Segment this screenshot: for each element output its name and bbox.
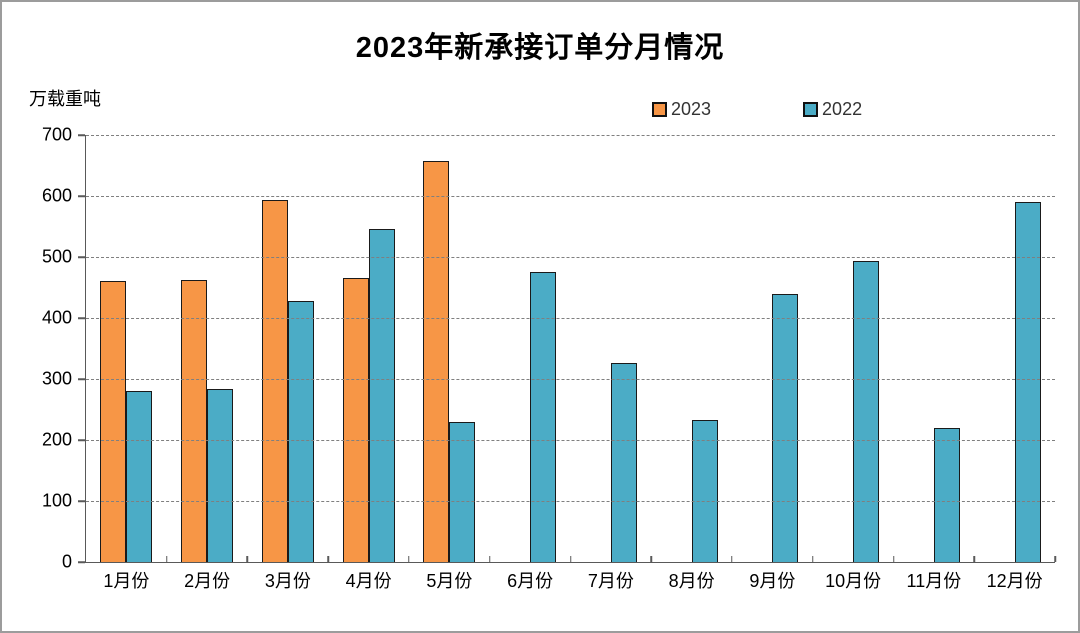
x-tick-label-2月份: 2月份 [184, 571, 231, 591]
y-tick-label-500: 500 [41, 246, 72, 267]
legend-label-2022: 2022 [822, 99, 863, 119]
bar-2022-4月份 [368, 228, 395, 562]
bar-2022-9月份 [772, 293, 799, 562]
x-axis-boundary-tick [892, 556, 895, 562]
y-tick-mark-700 [78, 134, 85, 136]
bar-group-4月份 [328, 135, 409, 562]
bar-2022-8月份 [691, 419, 718, 562]
bar-2022-7月份 [610, 363, 637, 562]
gridline-600 [86, 196, 1055, 197]
bar-group-9月份 [732, 135, 813, 562]
y-tick-label-100: 100 [41, 490, 72, 511]
bar-2023-5月份 [423, 160, 450, 562]
x-tick-label-1月份: 1月份 [103, 571, 150, 591]
x-axis-boundary-tick [812, 556, 814, 562]
gridline-100 [86, 501, 1055, 502]
legend-item-2023: 2023 [652, 99, 711, 120]
bar-group-12月份 [974, 135, 1055, 562]
bar-group-5月份 [409, 135, 490, 562]
x-axis-boundary-tick [650, 556, 652, 562]
y-tick-label-300: 300 [41, 368, 72, 389]
y-tick-label-200: 200 [41, 429, 72, 450]
x-tick-label-11月份: 11月份 [906, 571, 962, 591]
x-tick-label-10月份: 10月份 [825, 571, 882, 591]
x-axis-boundary-tick [731, 556, 733, 562]
gridline-700 [86, 135, 1055, 136]
x-axis-boundary-tick [1054, 556, 1056, 562]
bar-group-8月份 [651, 135, 732, 562]
y-tick-mark-600 [78, 195, 85, 197]
legend-label-2023: 2023 [671, 99, 712, 119]
x-tick-label-6月份: 6月份 [507, 571, 554, 591]
bar-group-3月份 [248, 135, 329, 562]
bar-2022-1月份 [126, 390, 153, 562]
x-axis-boundary-tick [973, 556, 975, 562]
bar-2023-4月份 [342, 277, 369, 562]
bar-groups [86, 135, 1055, 562]
y-tick-mark-300 [78, 378, 85, 380]
bar-group-6月份 [490, 135, 571, 562]
gridline-500 [86, 257, 1055, 258]
bar-2022-2月份 [207, 389, 234, 562]
x-tick-label-12月份: 12月份 [986, 571, 1043, 591]
bar-group-2月份 [167, 135, 248, 562]
y-tick-label-600: 600 [41, 185, 72, 206]
bar-2022-10月份 [853, 261, 880, 562]
x-axis-boundary-tick [408, 556, 410, 562]
plot-area: 1月份 2月份 3月份 4月份 5月份 6月份 7月份 8月份 9月份 10月份 11月份 12月份 … [42, 125, 1056, 591]
bar-group-1月份 [86, 135, 167, 562]
y-tick-mark-0 [78, 561, 85, 563]
bar-2022-11月份 [933, 427, 960, 562]
y-tick-mark-100 [78, 500, 85, 502]
y-tick-mark-400 [78, 317, 85, 319]
gridline-300 [86, 379, 1055, 380]
bar-2023-2月份 [181, 280, 208, 562]
y-tick-label-400: 400 [41, 307, 72, 328]
x-axis-boundary-tick [165, 556, 168, 562]
bar-group-7月份 [571, 135, 652, 562]
bar-2023-1月份 [100, 281, 127, 562]
x-tick-label-7月份: 7月份 [587, 571, 634, 591]
legend: 2023 2022 [652, 99, 862, 120]
x-tick-label-5月份: 5月份 [426, 571, 473, 591]
y-tick-label-700: 700 [41, 124, 72, 145]
y-axis-unit-label: 万载重吨 [29, 89, 101, 109]
x-axis-boundary-tick [569, 556, 572, 562]
bar-group-10月份 [813, 135, 894, 562]
y-tick-label-0: 0 [61, 551, 72, 572]
x-tick-label-4月份: 4月份 [345, 571, 392, 591]
bar-2022-12月份 [1014, 202, 1041, 562]
bar-2022-3月份 [287, 300, 314, 562]
gridline-400 [86, 318, 1055, 319]
bar-2022-5月份 [449, 421, 476, 562]
legend-swatch-2022-icon [803, 102, 819, 117]
x-tick-label-9月份: 9月份 [749, 571, 796, 591]
legend-item-2022: 2022 [803, 99, 862, 120]
bar-2022-6月份 [530, 271, 557, 562]
y-tick-mark-200 [78, 439, 85, 441]
bar-group-11月份 [894, 135, 975, 562]
x-axis-boundary-tick [246, 556, 249, 562]
y-tick-mark-500 [78, 256, 85, 258]
x-tick-label-3月份: 3月份 [264, 571, 311, 591]
x-tick-label-8月份: 8月份 [668, 571, 715, 591]
x-axis-labels: 1月份 2月份 3月份 4月份 5月份 6月份 7月份 8月份 9月份 10月份 11月份 12月份 [86, 567, 1055, 593]
legend-swatch-2023-icon [652, 102, 667, 117]
bar-2023-3月份 [261, 200, 288, 562]
x-axis-boundary-tick [327, 556, 329, 562]
x-axis-boundary-tick [489, 556, 491, 562]
gridline-200 [86, 440, 1055, 441]
chart-title: 2023年新承接订单分月情况 [355, 32, 725, 64]
